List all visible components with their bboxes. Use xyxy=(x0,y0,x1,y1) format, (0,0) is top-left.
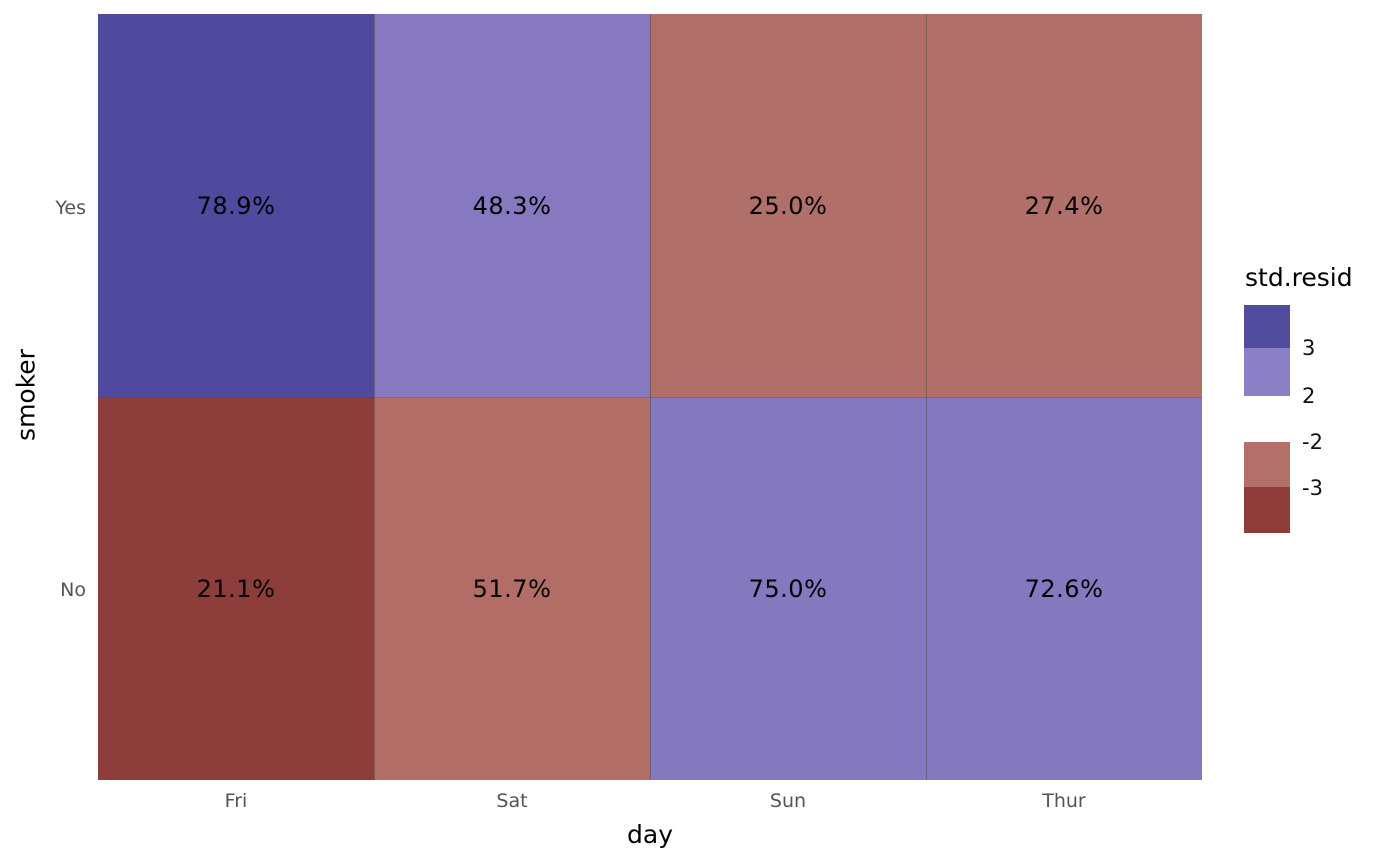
cell-yes-sun: 25.0% xyxy=(650,14,926,397)
legend-break-neg2: -2 xyxy=(1302,430,1323,454)
cell-percent-label: 51.7% xyxy=(472,574,552,603)
x-axis-title: day xyxy=(627,820,673,849)
cell-no-sat: 51.7% xyxy=(374,397,650,780)
y-axis-title: smoker xyxy=(11,349,41,441)
y-tick-yes: Yes xyxy=(55,197,86,219)
legend-swatch-pos-low xyxy=(1244,348,1290,396)
cell-grid: 78.9% 48.3% 25.0% 27.4% 21.1% 51.7% 75.0… xyxy=(98,14,1202,780)
cell-no-fri: 21.1% xyxy=(98,397,374,780)
column-divider xyxy=(374,14,375,780)
legend-break-2: 2 xyxy=(1302,384,1316,408)
cell-percent-label: 25.0% xyxy=(748,191,828,220)
x-tick-thur: Thur xyxy=(1042,790,1086,812)
cell-percent-label: 27.4% xyxy=(1024,191,1104,220)
legend-swatch-neg-high xyxy=(1244,487,1290,533)
cell-percent-label: 75.0% xyxy=(748,574,828,603)
cell-yes-sat: 48.3% xyxy=(374,14,650,397)
cell-percent-label: 48.3% xyxy=(472,191,552,220)
cell-percent-label: 72.6% xyxy=(1024,574,1104,603)
legend-swatch-neg-low xyxy=(1244,442,1290,487)
row-divider xyxy=(98,397,1202,398)
cell-percent-label: 78.9% xyxy=(196,191,276,220)
column-divider xyxy=(650,14,651,780)
legend-title: std.resid xyxy=(1245,263,1353,292)
legend-swatch-pos-high xyxy=(1244,305,1290,348)
cell-no-sun: 75.0% xyxy=(650,397,926,780)
cell-no-thur: 72.6% xyxy=(926,397,1202,780)
x-tick-sat: Sat xyxy=(496,790,528,812)
legend-break-3: 3 xyxy=(1302,336,1316,360)
x-tick-fri: Fri xyxy=(224,790,248,812)
x-tick-sun: Sun xyxy=(769,790,807,812)
column-divider xyxy=(926,14,927,780)
plot-panel: 78.9% 48.3% 25.0% 27.4% 21.1% 51.7% 75.0… xyxy=(98,14,1202,780)
cell-percent-label: 21.1% xyxy=(196,574,276,603)
legend-break-neg3: -3 xyxy=(1302,476,1323,500)
y-tick-no: No xyxy=(60,579,86,601)
cell-yes-thur: 27.4% xyxy=(926,14,1202,397)
cell-yes-fri: 78.9% xyxy=(98,14,374,397)
